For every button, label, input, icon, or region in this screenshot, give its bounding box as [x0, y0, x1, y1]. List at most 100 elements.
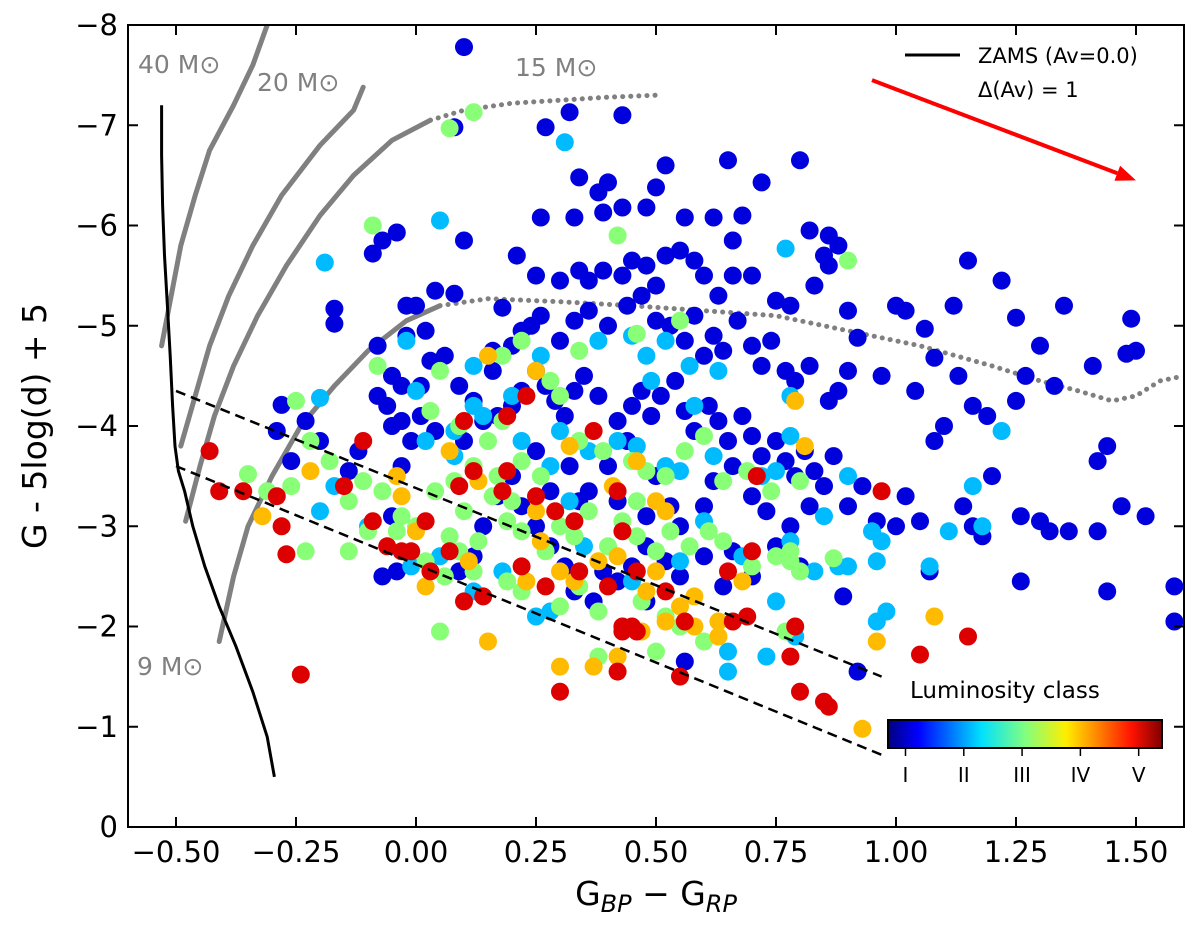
- point-class-V-18: [455, 412, 473, 430]
- point-class-I-161: [815, 477, 833, 496]
- colorbar: Luminosity class I II III IV V: [887, 678, 1163, 787]
- point-class-I-219: [541, 482, 560, 501]
- point-class-II-17: [503, 386, 521, 405]
- point-class-I-34: [623, 251, 641, 270]
- point-class-I-114: [906, 381, 925, 400]
- point-class-I-175: [1011, 507, 1030, 526]
- point-class-I-229: [560, 457, 579, 476]
- point-class-III-57: [661, 522, 680, 541]
- point-class-IV-6: [440, 442, 459, 461]
- colorbar-gradient: [887, 719, 1163, 749]
- point-class-I-213: [368, 386, 387, 405]
- point-class-I-53: [959, 251, 977, 270]
- point-class-III-35: [301, 432, 320, 450]
- point-class-II-70: [464, 396, 483, 415]
- point-class-II-64: [627, 437, 646, 456]
- point-class-I-44: [767, 291, 785, 310]
- point-class-III-7: [570, 341, 589, 360]
- point-class-I-139: [565, 381, 584, 400]
- point-class-II-69: [642, 371, 661, 390]
- point-class-II-14: [637, 346, 656, 365]
- point-class-III-15: [421, 402, 440, 420]
- point-class-II-68: [685, 396, 704, 415]
- point-class-I-215: [339, 462, 358, 481]
- point-class-IV-23: [685, 587, 704, 606]
- point-class-I-66: [325, 299, 344, 318]
- point-class-V-27: [440, 542, 459, 561]
- point-class-II-36: [805, 562, 824, 581]
- point-class-I-99: [695, 346, 713, 365]
- point-class-IV-39: [647, 562, 665, 581]
- point-class-III-9: [368, 356, 387, 375]
- point-class-I-26: [455, 231, 473, 250]
- point-class-V-48: [747, 467, 766, 486]
- point-class-I-47: [819, 256, 838, 275]
- point-class-I-17: [637, 198, 656, 217]
- point-class-I-56: [1055, 296, 1073, 315]
- point-class-IV-1: [479, 346, 497, 365]
- point-class-V-34: [627, 562, 646, 581]
- evolutionary-track-2: [183, 117, 433, 524]
- point-class-I-231: [695, 497, 713, 516]
- point-class-I-11: [719, 151, 737, 170]
- point-class-I-121: [1031, 336, 1049, 355]
- point-class-V-7: [354, 432, 373, 450]
- point-class-I-156: [767, 432, 785, 450]
- x-tick-label: 1.25: [984, 835, 1049, 869]
- point-class-I-46: [805, 276, 824, 295]
- point-class-II-15: [680, 356, 699, 375]
- point-class-III-60: [714, 532, 733, 551]
- mass-label-40: 40 M⊙: [138, 50, 220, 79]
- point-class-II-55: [839, 557, 857, 576]
- point-class-I-126: [402, 432, 421, 450]
- x-tick-label: 0.00: [384, 835, 449, 869]
- point-class-I-63: [363, 244, 382, 263]
- point-class-III-8: [287, 391, 305, 410]
- point-class-I-4: [536, 118, 555, 137]
- point-class-II-10: [407, 381, 425, 400]
- point-class-I-73: [368, 336, 387, 355]
- point-class-IV-17: [517, 572, 536, 591]
- point-class-I-104: [752, 356, 771, 375]
- mass-label-20: 20 M⊙: [257, 68, 339, 97]
- point-class-I-93: [618, 296, 637, 315]
- point-class-I-147: [666, 371, 685, 390]
- point-class-II-13: [589, 331, 608, 350]
- point-class-I-228: [579, 482, 598, 501]
- point-class-I-140: [575, 366, 593, 385]
- point-class-I-187: [848, 662, 867, 681]
- point-class-I-169: [925, 432, 944, 450]
- point-class-I-12: [752, 173, 771, 192]
- point-class-III-87: [781, 552, 800, 571]
- point-class-I-112: [848, 328, 867, 347]
- point-class-I-125: [1088, 452, 1107, 471]
- point-class-I-5: [570, 168, 589, 187]
- point-class-II-2: [311, 388, 329, 407]
- data-points: [200, 38, 1184, 738]
- point-class-III-50: [551, 517, 569, 536]
- point-class-I-193: [695, 547, 713, 566]
- point-class-I-31: [579, 271, 598, 290]
- point-class-II-24: [608, 432, 627, 450]
- y-tick-label: −5: [75, 309, 118, 343]
- y-tick-label: −7: [75, 108, 118, 142]
- point-class-IV-29: [656, 612, 675, 631]
- point-class-V-50: [781, 647, 800, 666]
- point-class-I-45: [781, 296, 800, 315]
- point-class-III-84: [647, 642, 665, 661]
- point-class-III-75: [551, 597, 569, 616]
- point-class-IV-0: [527, 361, 545, 380]
- point-class-III-68: [387, 522, 406, 541]
- point-class-V-10: [450, 477, 469, 496]
- point-class-V-43: [551, 682, 569, 701]
- point-class-III-6: [671, 311, 689, 330]
- point-class-I-103: [743, 336, 761, 355]
- point-class-I-155: [752, 447, 771, 466]
- point-class-I-79: [435, 346, 454, 365]
- point-class-I-217: [282, 452, 301, 471]
- point-class-I-150: [699, 396, 718, 415]
- x-axis-title-mid: − G: [632, 874, 706, 913]
- legend-zams-label: ZAMS (Av=0.0): [978, 44, 1138, 68]
- y-axis-ticks: 0 −1 −2 −3 −4 −5 −6 −7 −8: [75, 8, 1184, 844]
- point-class-V-30: [512, 557, 531, 576]
